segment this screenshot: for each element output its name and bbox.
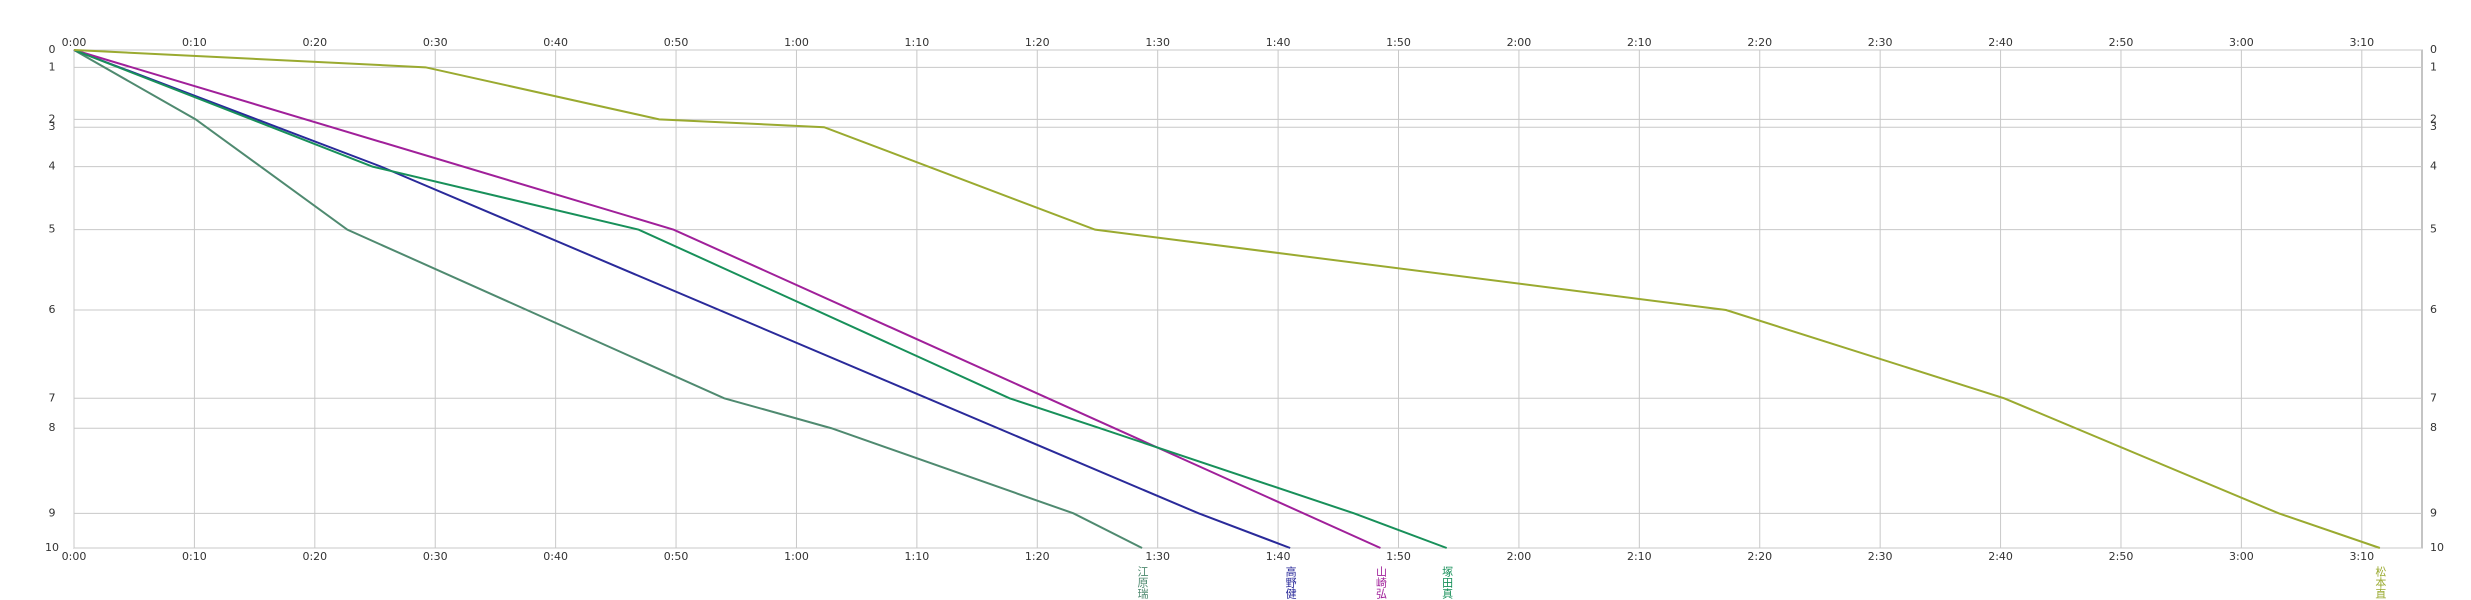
y-tick-label-right: 8 (2430, 421, 2437, 434)
x-tick-label-bottom: 0:10 (182, 550, 207, 563)
x-tick-label-top: 0:50 (664, 36, 689, 49)
x-tick-label-top: 1:00 (784, 36, 809, 49)
y-tick-label-right: 7 (2430, 391, 2437, 404)
x-tick-label-bottom: 3:10 (2349, 550, 2374, 563)
x-tick-label-bottom: 2:40 (1988, 550, 2013, 563)
y-tick-label-left: 3 (49, 120, 56, 133)
x-tick-label-top: 1:50 (1386, 36, 1411, 49)
x-tick-label-top: 0:40 (543, 36, 568, 49)
series-line (73, 49, 1448, 549)
x-tick-label-bottom: 2:50 (2109, 550, 2134, 563)
y-tick-label-right: 9 (2430, 506, 2437, 519)
y-tick-label-right: 6 (2430, 303, 2437, 316)
series-name: 松本直 (2374, 565, 2387, 599)
x-tick-label-bottom: 0:40 (543, 550, 568, 563)
y-tick-label-left: 7 (49, 391, 56, 404)
y-tick-label-right: 1 (2430, 60, 2437, 73)
x-tick-label-top: 1:20 (1025, 36, 1050, 49)
x-tick-label-top: 1:40 (1266, 36, 1291, 49)
x-tick-label-top: 1:10 (905, 36, 930, 49)
y-tick-label-left: 6 (49, 303, 56, 316)
x-tick-label-top: 2:30 (1868, 36, 1893, 49)
series-line (73, 49, 1381, 549)
x-tick-label-bottom: 1:40 (1266, 550, 1291, 563)
x-tick-label-bottom: 1:00 (784, 550, 809, 563)
y-tick-label-right: 10 (2430, 541, 2444, 554)
x-tick-label-bottom: 0:30 (423, 550, 448, 563)
x-tick-label-top: 3:00 (2229, 36, 2254, 49)
x-tick-label-bottom: 2:00 (1507, 550, 1532, 563)
x-tick-label-bottom: 2:20 (1747, 550, 1772, 563)
y-tick-label-left: 9 (49, 506, 56, 519)
x-tick-label-bottom: 1:30 (1145, 550, 1170, 563)
y-tick-label-left: 0 (49, 43, 56, 56)
x-tick-label-top: 1:30 (1145, 36, 1170, 49)
x-tick-label-bottom: 2:30 (1868, 550, 1893, 563)
x-tick-label-top: 0:20 (302, 36, 327, 49)
x-tick-label-bottom: 1:50 (1386, 550, 1411, 563)
y-tick-label-right: 2 (2430, 112, 2437, 125)
x-tick-label-bottom: 0:00 (62, 550, 87, 563)
y-tick-label-right: 3 (2430, 120, 2437, 133)
x-tick-label-bottom: 1:20 (1025, 550, 1050, 563)
x-tick-label-top: 2:40 (1988, 36, 2013, 49)
series-name: 江原瑞 (1136, 566, 1149, 599)
x-tick-label-top: 3:10 (2349, 36, 2374, 49)
y-tick-label-left: 1 (49, 60, 56, 73)
series-line (73, 49, 1291, 549)
x-tick-label-top: 0:30 (423, 36, 448, 49)
y-tick-label-left: 2 (49, 112, 56, 125)
x-tick-label-bottom: 0:20 (302, 550, 327, 563)
y-tick-label-left: 8 (49, 421, 56, 434)
y-tick-label-right: 0 (2430, 43, 2437, 56)
y-tick-label-right: 4 (2430, 160, 2437, 173)
plot-frame (73, 49, 2423, 549)
x-tick-label-top: 2:20 (1747, 36, 1772, 49)
y-tick-label-left: 4 (49, 160, 56, 173)
series-line (73, 49, 2381, 549)
x-tick-label-top: 0:00 (62, 36, 87, 49)
x-tick-label-top: 2:10 (1627, 36, 1652, 49)
x-tick-label-bottom: 0:50 (664, 550, 689, 563)
x-tick-label-top: 2:50 (2109, 36, 2134, 49)
y-tick-label-left: 10 (45, 541, 59, 554)
y-tick-label-right: 5 (2430, 223, 2437, 236)
x-tick-label-bottom: 3:00 (2229, 550, 2254, 563)
y-tick-label-left: 5 (49, 223, 56, 236)
series-name: 高野健 (1284, 565, 1297, 599)
x-tick-label-top: 2:00 (1507, 36, 1532, 49)
series-name: 山崎弘 (1374, 566, 1387, 599)
x-tick-label-top: 0:10 (182, 36, 207, 49)
series-name: 塚田真 (1441, 566, 1454, 600)
x-tick-label-bottom: 1:10 (905, 550, 930, 563)
series-line (73, 49, 1143, 549)
x-tick-label-bottom: 2:10 (1627, 550, 1652, 563)
